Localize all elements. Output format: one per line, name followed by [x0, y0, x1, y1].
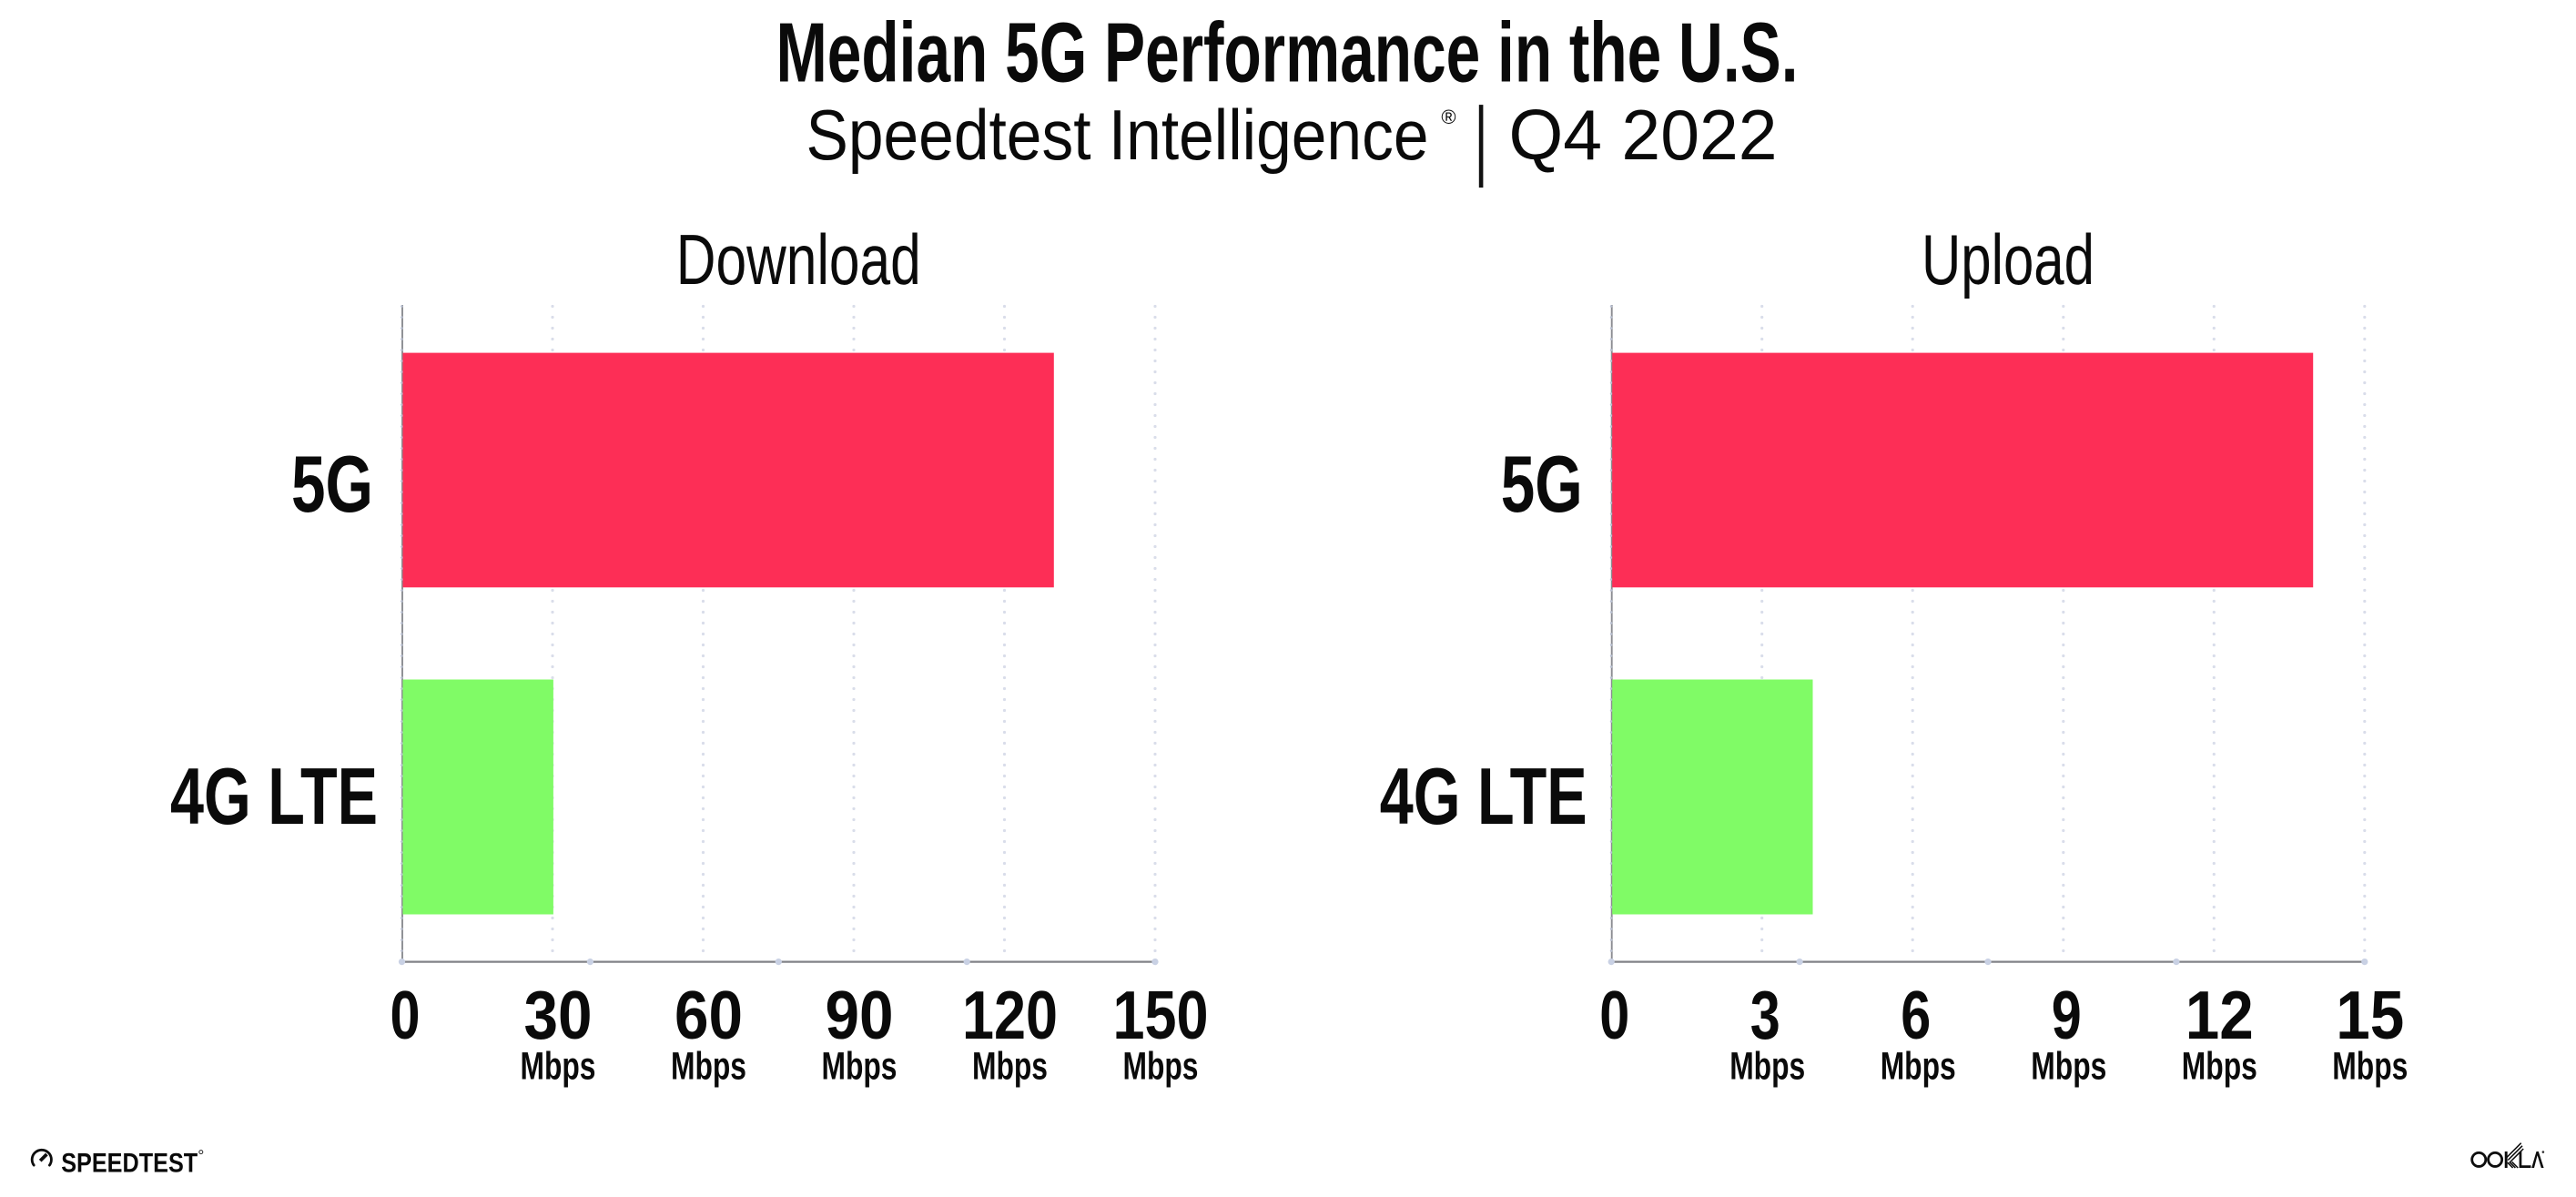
- svg-text:Mbps: Mbps: [1881, 1044, 1956, 1087]
- svg-text:®: ®: [1441, 106, 1455, 128]
- svg-text:3: 3: [1750, 978, 1780, 1054]
- svg-text:6: 6: [1901, 978, 1931, 1054]
- svg-text:4G LTE: 4G LTE: [170, 751, 378, 841]
- svg-text:Mbps: Mbps: [2182, 1044, 2257, 1087]
- svg-text:90: 90: [826, 978, 894, 1054]
- svg-text:Mbps: Mbps: [2332, 1044, 2408, 1087]
- svg-text:0: 0: [390, 978, 421, 1054]
- svg-text:12: 12: [2186, 978, 2254, 1054]
- svg-text:Median 5G Performance in the U: Median 5G Performance in the U.S.: [776, 5, 1799, 100]
- svg-text:Mbps: Mbps: [521, 1044, 596, 1087]
- svg-text:4G LTE: 4G LTE: [1380, 751, 1587, 841]
- svg-text:60: 60: [674, 978, 743, 1054]
- svg-text:150: 150: [1113, 978, 1209, 1054]
- svg-text:0: 0: [1599, 978, 1629, 1054]
- svg-text:Speedtest Intelligence: Speedtest Intelligence: [806, 95, 1429, 175]
- svg-text:Mbps: Mbps: [2031, 1044, 2106, 1087]
- svg-text:Mbps: Mbps: [1123, 1044, 1199, 1087]
- svg-text:9: 9: [2052, 978, 2082, 1054]
- svg-text:Mbps: Mbps: [972, 1044, 1048, 1087]
- svg-text:SPEEDTEST: SPEEDTEST: [61, 1148, 198, 1178]
- svg-text:15: 15: [2336, 978, 2404, 1054]
- svg-text:Mbps: Mbps: [671, 1044, 746, 1087]
- svg-text:Mbps: Mbps: [822, 1044, 898, 1087]
- svg-text:Upload: Upload: [1922, 219, 2094, 299]
- svg-text:5G: 5G: [291, 439, 373, 529]
- svg-text:30: 30: [524, 978, 593, 1054]
- svg-text:Mbps: Mbps: [1729, 1044, 1805, 1087]
- svg-text:Download: Download: [676, 219, 921, 299]
- svg-text:120: 120: [962, 978, 1058, 1054]
- svg-text:Q4 2022: Q4 2022: [1509, 95, 1778, 175]
- svg-text:5G: 5G: [1501, 439, 1583, 529]
